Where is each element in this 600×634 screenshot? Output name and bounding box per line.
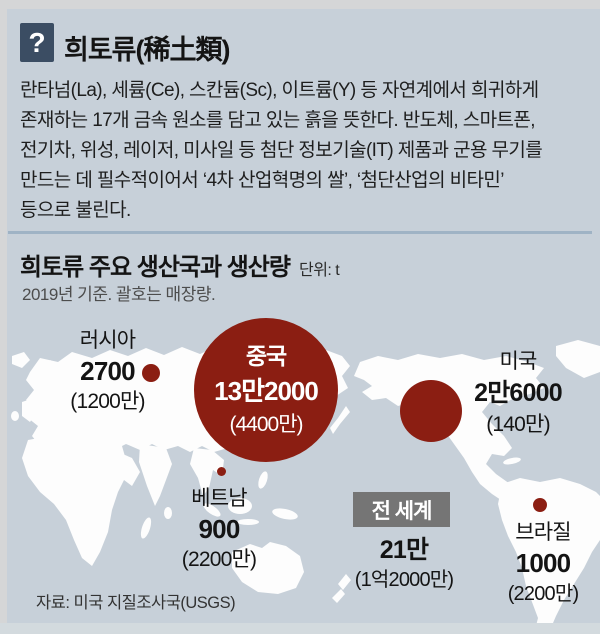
reserves-value-vietnam: (2200만) [181,548,257,571]
source-credit: 자료: 미국 지질조사국(USGS) [36,594,236,612]
island-madagascar [140,517,152,539]
question-mark-icon: ? [20,23,54,62]
description-line: 란타넘(La), 세륨(Ce), 스칸듐(Sc), 이트륨(Y) 등 자연계에서… [20,80,539,101]
chart-title: 희토류 주요 생산국과 생산량 [20,254,291,281]
label-usa: 미국 2만6000 (140만) [455,347,581,440]
country-label-brazil: 브라질 [515,521,571,544]
production-value-world: 21만 [379,536,429,564]
chart-subtitle: 2019년 기준. 괄호는 매장량. [22,285,216,304]
description-text: 란타넘(La), 세륨(Ce), 스칸듐(Sc), 이트륨(Y) 등 자연계에서… [20,76,586,226]
country-label-usa: 미국 [499,350,537,373]
continent-africa [22,436,140,566]
world-total-label: 전 세계 [371,499,433,523]
country-label-russia: 러시아 [79,329,136,352]
island-sri-lanka [164,507,172,519]
peninsula-indochina [190,448,224,496]
production-value-usa: 2만6000 [474,379,563,407]
page-title: 희토류(稀土類) [64,35,231,65]
islands-new-zealand [338,574,351,590]
label-brazil: 브라질 1000 (2200만) [481,517,600,609]
island-greenland [556,340,600,378]
label-russia: 러시아 2700 (1200만) [40,325,175,417]
question-mark-glyph: ? [28,26,46,58]
page-border-top [0,0,600,9]
reserves-value-brazil: (2200만) [507,583,579,605]
island-cuba [503,457,521,465]
country-label-vietnam: 베트남 [191,487,247,510]
dot-brazil [533,498,547,512]
reserves-value-russia: (1200만) [70,390,145,413]
continent-australia [232,542,304,594]
island-java [237,519,259,525]
island-philippines [258,471,268,489]
reserves-value-world: (1억2000만) [354,569,454,591]
bubble-usa [400,380,462,442]
production-value-vietnam: 900 [198,514,241,544]
chart-title-row: 희토류 주요 생산국과 생산량 단위: t [20,247,340,282]
production-value-china: 13만2000 [214,376,319,406]
label-vietnam: 베트남 900 (2200만) [154,483,284,575]
production-value-russia: 2700 [80,356,135,386]
description-line: 전기차, 위성, 레이저, 미사일 등 첨단 정보기술(IT) 제품과 군용 무… [20,140,543,161]
dot-russia [142,364,160,382]
reserves-value-usa: (140만) [486,413,550,436]
description-line: 등으로 불린다. [20,200,131,221]
page-border-bottom [0,623,600,634]
page-border-left [0,0,7,634]
chart-unit-label: 단위: t [298,262,340,279]
island-sumatra [203,503,221,517]
bubble-china: 중국 13만2000 (4400만) [194,318,338,462]
reserves-value-china: (4400만) [229,413,303,436]
label-world: 21만 (1억2000만) [339,535,469,595]
section-divider [8,231,592,234]
production-value-brazil: 1000 [515,548,571,578]
island-japan [330,406,350,434]
description-line: 존재하는 17개 금속 원소를 담고 있는 흙을 뜻한다. 반도체, 스마트폰, [20,110,536,131]
description-line: 만드는 데 필수적이어서 ‘4차 산업혁명의 쌀’, ‘첨단산업의 비타민’ [20,170,504,191]
islands-new-zealand [332,589,345,603]
world-total-box: 전 세계 [353,492,450,527]
country-label-china: 중국 [245,343,287,369]
island-iceland [12,352,30,368]
island-britain [22,398,38,422]
continent-south-america [498,478,600,634]
island-ireland [11,411,19,421]
island-new-guinea [272,508,298,520]
island-borneo [228,498,252,514]
region-scandinavia [44,360,72,414]
peninsula-india [139,444,172,506]
dot-vietnam [217,467,226,476]
